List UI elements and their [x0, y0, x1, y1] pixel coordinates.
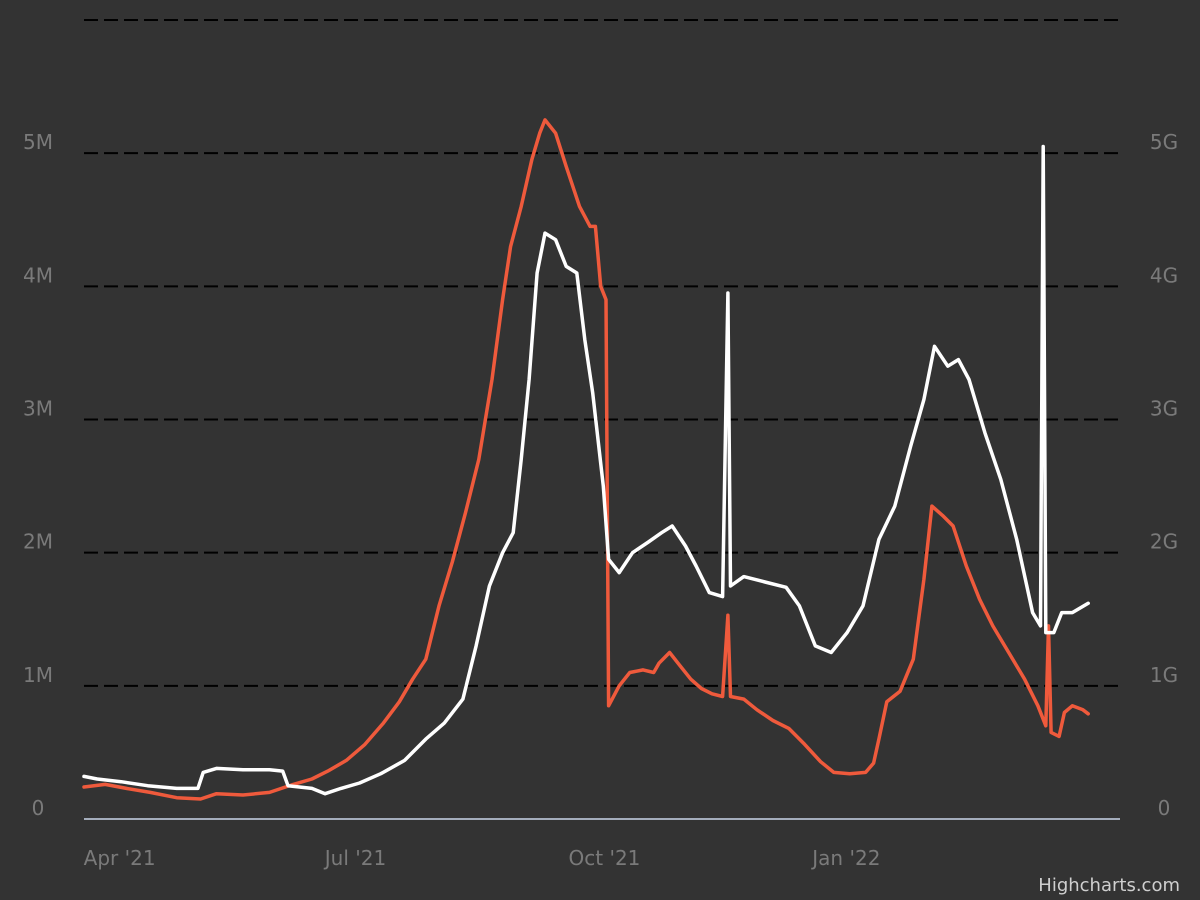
- left-tick-label: 3M: [23, 397, 53, 421]
- x-tick-label: Oct '21: [569, 846, 641, 870]
- left-tick-label: 1M: [23, 663, 53, 687]
- series-line-orange: [82, 118, 1090, 801]
- gridlines: [84, 19, 1120, 687]
- right-tick-label: 3G: [1150, 397, 1178, 421]
- series-line-white: [82, 144, 1090, 796]
- right-tick-label: 4G: [1150, 263, 1178, 287]
- right-tick-label: 0: [1158, 796, 1171, 820]
- x-tick-label: Apr '21: [84, 846, 156, 870]
- right-tick-label: 5G: [1150, 130, 1178, 154]
- x-tick-label: Jul '21: [323, 846, 386, 870]
- left-tick-label: 4M: [23, 263, 53, 287]
- left-tick-label: 5M: [23, 130, 53, 154]
- x-tick-label: Jan '22: [810, 846, 880, 870]
- left-tick-label: 2M: [23, 530, 53, 554]
- x-axis: Apr '21 Jul '21 Oct '21 Jan '22: [84, 846, 881, 870]
- right-y-axis: 0 1G 2G 3G 4G 5G: [1150, 130, 1178, 820]
- right-tick-label: 1G: [1150, 663, 1178, 687]
- left-y-axis: 0 1M 2M 3M 4M 5M: [23, 130, 53, 820]
- left-tick-label: 0: [32, 796, 45, 820]
- right-tick-label: 2G: [1150, 530, 1178, 554]
- series-group: [82, 118, 1090, 801]
- highcharts-credit[interactable]: Highcharts.com: [1038, 875, 1180, 896]
